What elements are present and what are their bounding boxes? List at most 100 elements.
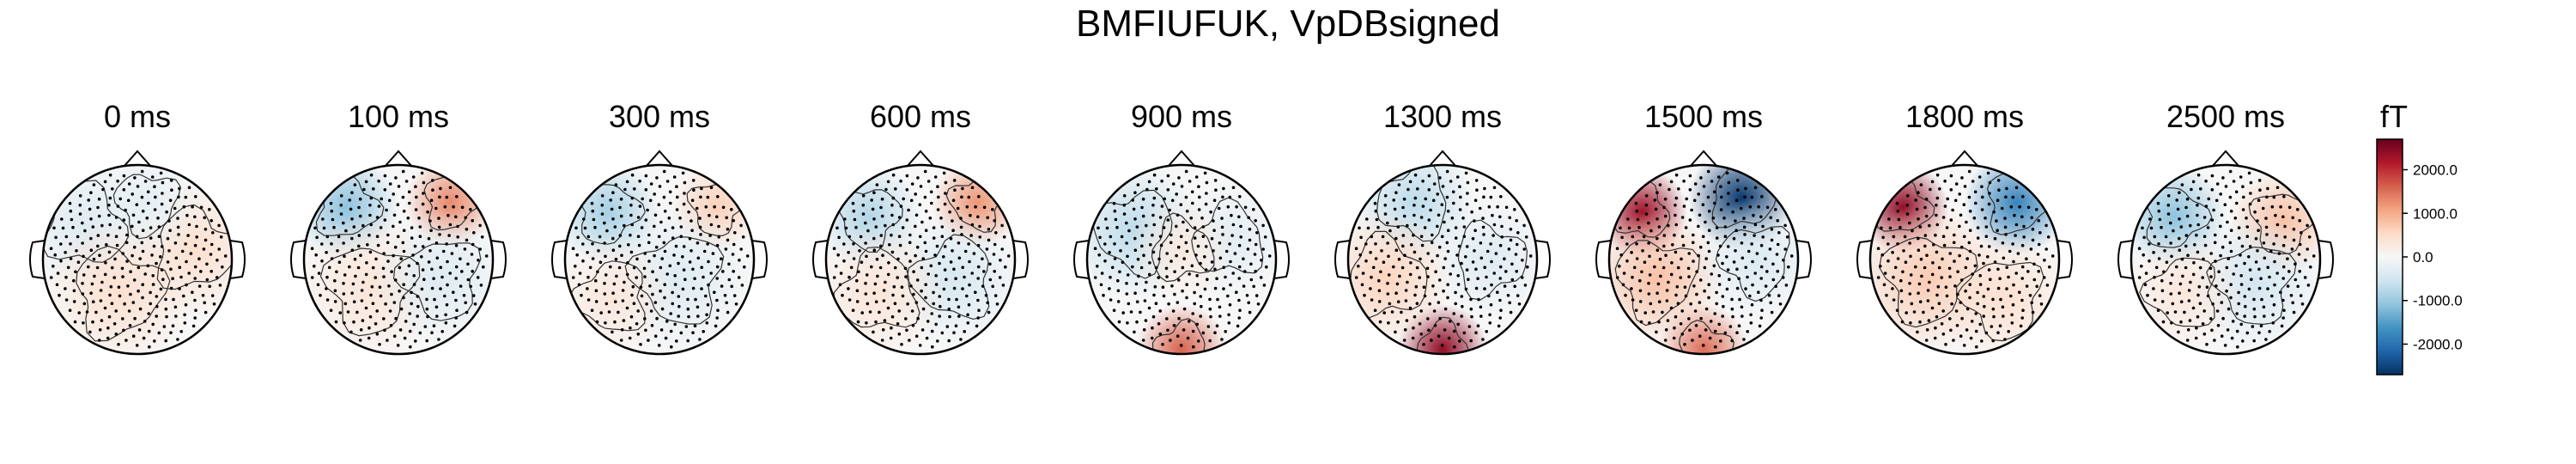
sensor-dot xyxy=(2293,278,2298,282)
sensor-dot xyxy=(2226,328,2230,332)
nose-outline xyxy=(1950,150,1979,168)
sensor-dot xyxy=(1644,204,1649,207)
sensor-dot xyxy=(611,330,614,334)
sensor-dot xyxy=(1162,294,1166,298)
sensor-dot xyxy=(1006,254,1011,258)
sensor-dot xyxy=(1988,180,1992,185)
sensor-dot xyxy=(108,196,112,200)
sensor-dot xyxy=(459,284,463,288)
sensor-dot xyxy=(1461,217,1465,220)
sensor-dot xyxy=(1465,245,1469,248)
sensor-dot xyxy=(58,293,61,297)
sensor-dot xyxy=(1383,204,1388,207)
sensor-dot xyxy=(197,284,202,288)
sensor-dot xyxy=(1448,320,1452,323)
sensor-dot xyxy=(92,183,96,186)
sensor-dot xyxy=(2215,284,2218,288)
sensor-dot xyxy=(1131,265,1134,269)
sensor-dot xyxy=(1909,254,1912,259)
sensor-dot xyxy=(1163,197,1166,201)
sensor-dot xyxy=(1892,298,1896,302)
sensor-dot xyxy=(1436,224,1439,229)
sensor-dot xyxy=(682,268,686,272)
sensor-dot xyxy=(2286,284,2290,288)
sensor-dot xyxy=(631,284,635,289)
sensor-dot xyxy=(1259,276,1263,279)
sensor-dot xyxy=(1386,292,1390,296)
sensor-dot xyxy=(842,242,846,246)
sensor-dot xyxy=(149,236,153,240)
sensor-dot xyxy=(164,297,167,302)
sensor-dot xyxy=(1226,294,1230,298)
sensor-dot xyxy=(1968,296,1971,300)
sensor-dot xyxy=(2009,294,2013,298)
sensor-dot xyxy=(1500,235,1504,239)
sensor-dot xyxy=(393,245,398,249)
sensor-dot xyxy=(636,309,640,313)
sensor-dot xyxy=(1648,254,1651,259)
sensor-dot xyxy=(2196,314,2200,319)
sensor-dot xyxy=(2189,280,2192,284)
sensor-dot xyxy=(1255,231,1259,235)
sensor-dot xyxy=(1370,275,1373,279)
sensor-dot xyxy=(218,284,222,287)
sensor-dot xyxy=(1437,278,1442,282)
sensor-dot xyxy=(1427,174,1431,178)
sensor-dot xyxy=(902,197,905,201)
sensor-dot xyxy=(1181,289,1184,293)
sensor-dot xyxy=(1413,196,1418,200)
sensor-dot xyxy=(1515,218,1518,223)
sensor-dot xyxy=(1431,198,1436,203)
topomap: 300 ms xyxy=(551,99,768,356)
sensor-dot xyxy=(675,208,679,211)
sensor-dot xyxy=(166,260,170,264)
sensor-dot xyxy=(929,264,933,268)
sensor-dot xyxy=(2221,278,2225,282)
left-ear-outline xyxy=(1595,240,1612,279)
sensor-dot xyxy=(665,272,669,276)
sensor-dot xyxy=(968,259,971,264)
sensor-dot xyxy=(167,249,171,253)
sensor-dot xyxy=(109,284,113,289)
sensor-dot xyxy=(734,302,738,306)
sensor-dot xyxy=(905,174,909,178)
sensor-dot xyxy=(591,209,595,213)
sensor-dot xyxy=(223,254,228,258)
sensor-dot xyxy=(176,225,180,229)
sensor-dot xyxy=(480,235,484,239)
sensor-dot xyxy=(1440,203,1444,206)
sensor-dot xyxy=(335,270,338,274)
sensor-dot xyxy=(1172,324,1176,327)
sensor-dot xyxy=(169,286,173,290)
sensor-dot xyxy=(1783,247,1787,251)
sensor-dot xyxy=(2306,247,2309,251)
sensor-dot xyxy=(625,180,629,184)
sensor-dot xyxy=(415,195,418,199)
sensor-dots xyxy=(1615,169,1794,349)
sensor-dot xyxy=(378,285,382,290)
sensor-dot xyxy=(360,289,364,292)
sensor-dot xyxy=(1261,223,1265,228)
sensor-dot xyxy=(1193,290,1196,295)
sensor-dot xyxy=(1109,235,1113,239)
sensor-dot xyxy=(1984,217,1987,220)
sensor-dot xyxy=(1960,316,1964,321)
sensor-dot xyxy=(173,206,177,211)
sensor-dot xyxy=(887,261,890,265)
sensor-dot xyxy=(908,241,912,245)
sensor-dot xyxy=(1717,274,1721,278)
sensor-dot xyxy=(1674,204,1677,207)
sensor-dot xyxy=(368,204,372,207)
sensor-dot xyxy=(2208,266,2213,271)
sensor-dot xyxy=(1201,235,1206,239)
sensor-dot xyxy=(1680,235,1685,239)
sensor-dot xyxy=(1698,301,1702,304)
sensor-dot xyxy=(1151,204,1155,207)
sensor-dot xyxy=(1143,289,1147,292)
sensor-dot xyxy=(1408,180,1413,184)
sensor-dot xyxy=(1718,244,1722,248)
sensor-dot xyxy=(156,217,160,220)
sensor-dot xyxy=(1151,314,1156,319)
sensor-dot xyxy=(339,204,343,207)
sensor-dot xyxy=(2185,339,2190,342)
